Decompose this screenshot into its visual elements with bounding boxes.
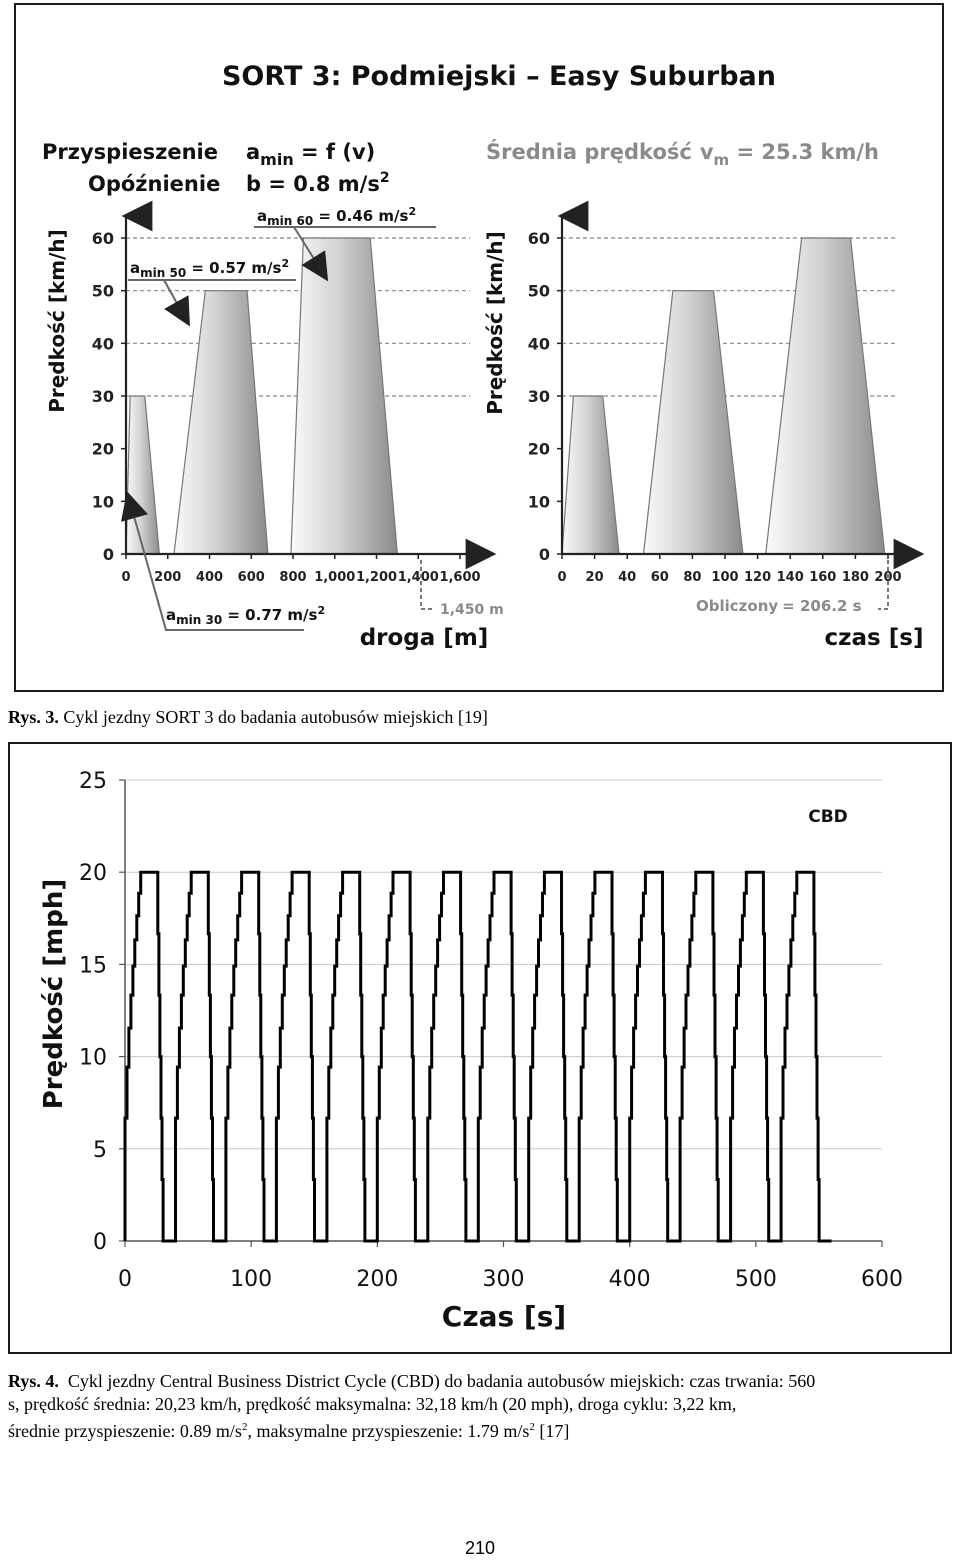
cbd-y-tick-label: 10 [79, 1046, 107, 1071]
cbd-y-tick-label: 5 [93, 1138, 107, 1163]
figure-4: Prędkość [mph] Czas [s] CBD 0 5 10 15 20 25 0 1… [8, 742, 952, 1354]
figure-3-title: SORT 3: Podmiejski – Easy Suburban [222, 61, 776, 92]
distance-y-tick-label: 0 [103, 545, 114, 564]
distance-x-tick-label: 1,200 [356, 570, 397, 585]
decel-label: Opóźnienie [88, 172, 220, 196]
time-y-tick-label: 50 [528, 282, 550, 301]
figure-3: SORT 3: Podmiejski – Easy Suburban Przys… [14, 3, 944, 692]
distance-y-tick-label: 50 [92, 282, 114, 301]
time-x-tick-label: 180 [842, 570, 869, 585]
figure-4-caption-line-3: średnie przyspieszenie: 0.89 m/s2, maksy… [8, 1421, 570, 1441]
distance-speed-segment [173, 290, 269, 555]
cbd-x-tick-label: 400 [609, 1267, 651, 1292]
time-x-tick-label: 80 [683, 570, 701, 585]
cbd-x-tick-label: 100 [230, 1267, 272, 1292]
distance-y-tick-label: 60 [92, 229, 114, 248]
cbd-y-tick-label: 25 [79, 769, 107, 794]
accel-formula: amin = f (v) [246, 140, 375, 169]
time-speed-segment [765, 237, 886, 555]
time-y-tick-label: 20 [528, 440, 550, 459]
time-x-tick-label: 160 [809, 570, 836, 585]
page-number: 210 [464, 1538, 496, 1558]
time-y-tick-label: 30 [528, 387, 550, 406]
distance-y-tick-label: 10 [92, 492, 114, 511]
figure-4-caption: Rys. 4. Cykl jezdny Central Business Dis… [8, 1370, 956, 1443]
distance-chart-ylabel: Prędkość [km/h] [45, 229, 69, 413]
amin30-leader [121, 491, 304, 631]
distance-x-tick-label: 200 [154, 570, 181, 585]
cbd-x-tick-label: 200 [356, 1267, 398, 1292]
cbd-series-label: CBD [808, 807, 848, 827]
distance-speed-segment [125, 395, 161, 555]
time-x-tick-label: 60 [651, 570, 669, 585]
time-speed-segment [561, 395, 620, 555]
avg-speed-label: Średnia prędkość vm = 25.3 km/h [486, 139, 879, 169]
computed-time-marker [878, 560, 889, 610]
distance-chart-xlabel: droga [m] [360, 625, 489, 651]
amin50-annotation: amin 50 = 0.57 m/s2 [130, 257, 289, 280]
figure-3-caption-prefix: Rys. 3. [8, 707, 59, 727]
time-chart-ylabel: Prędkość [km/h] [483, 231, 507, 415]
distance-x-tick-label: 1,600 [439, 570, 480, 585]
distance-x-tick-label: 600 [238, 570, 265, 585]
distance-y-tick-label: 20 [92, 440, 114, 459]
time-chart-xlabel: czas [s] [825, 625, 924, 651]
figure-3-caption-text: Cykl jezdny SORT 3 do badania autobusów … [63, 707, 488, 727]
cbd-chart-xlabel: Czas [s] [442, 1300, 566, 1333]
amin60-annotation: amin 60 = 0.46 m/s2 [257, 205, 416, 228]
cbd-chart: Prędkość [mph] Czas [s] CBD 0 5 10 15 20 25 0 1… [39, 769, 903, 1333]
cbd-chart-ylabel: Prędkość [mph] [39, 879, 69, 1110]
cbd-y-tick-label: 20 [79, 861, 107, 886]
cbd-speed-line [123, 870, 832, 1243]
amin30-annotation: amin 30 = 0.77 m/s2 [166, 604, 325, 627]
time-x-tick-label: 100 [711, 570, 738, 585]
distance-chart: Prędkość [km/h] droga [m] 01020304050600… [45, 200, 497, 651]
cbd-y-tick-label: 0 [93, 1230, 107, 1255]
decel-formula: b = 0.8 m/s2 [246, 170, 390, 196]
computed-time-label: Obliczony = 206.2 s [696, 597, 862, 615]
time-chart: Prędkość [km/h] czas [s] 0 10 20 30 40 50 60 0 2… [483, 200, 925, 651]
cbd-x-tick-label: 300 [483, 1267, 525, 1292]
accel-label: Przyspieszenie [42, 140, 218, 164]
time-y-tick-label: 40 [528, 334, 550, 353]
distance-y-tick-label: 40 [92, 334, 114, 353]
figure-4-caption-prefix: Rys. 4. [8, 1371, 59, 1391]
cbd-x-tick-label: 500 [735, 1267, 777, 1292]
amin60-leader [293, 226, 329, 282]
distance-end-label: 1,450 m [440, 602, 504, 618]
figure-3-caption: Rys. 3. Cykl jezdny SORT 3 do badania au… [8, 706, 948, 729]
distance-end-marker [420, 560, 434, 610]
distance-x-tick-label: 800 [279, 570, 306, 585]
distance-x-tick-label: 400 [196, 570, 223, 585]
time-y-tick-label: 10 [528, 492, 550, 511]
time-y-tick-label: 0 [539, 545, 550, 564]
amin50-leader [163, 279, 190, 327]
time-y-tick-label: 60 [528, 229, 550, 248]
time-x-tick-label: 20 [586, 570, 604, 585]
cbd-x-tick-label: 600 [861, 1267, 903, 1292]
figure-4-caption-line-2: s, prędkość średnia: 20,23 km/h, prędkoś… [8, 1394, 737, 1414]
time-x-tick-label: 40 [618, 570, 636, 585]
time-speed-segment [642, 290, 744, 555]
cbd-y-tick-label: 15 [79, 953, 107, 978]
time-x-tick-label: 140 [777, 570, 804, 585]
time-x-tick-label: 0 [557, 570, 566, 585]
cbd-x-tick-label: 0 [118, 1267, 132, 1292]
distance-x-tick-label: 1,000 [314, 570, 355, 585]
figure-4-caption-line-1: Rys. 4. Cykl jezdny Central Business Dis… [8, 1371, 816, 1391]
distance-x-tick-label: 1,400 [398, 570, 439, 585]
distance-y-tick-label: 30 [92, 387, 114, 406]
distance-speed-segment [290, 237, 399, 555]
figure-3-svg: SORT 3: Podmiejski – Easy Suburban Przys… [42, 61, 925, 651]
distance-x-tick-label: 0 [121, 570, 130, 585]
time-x-tick-label: 120 [744, 570, 771, 585]
